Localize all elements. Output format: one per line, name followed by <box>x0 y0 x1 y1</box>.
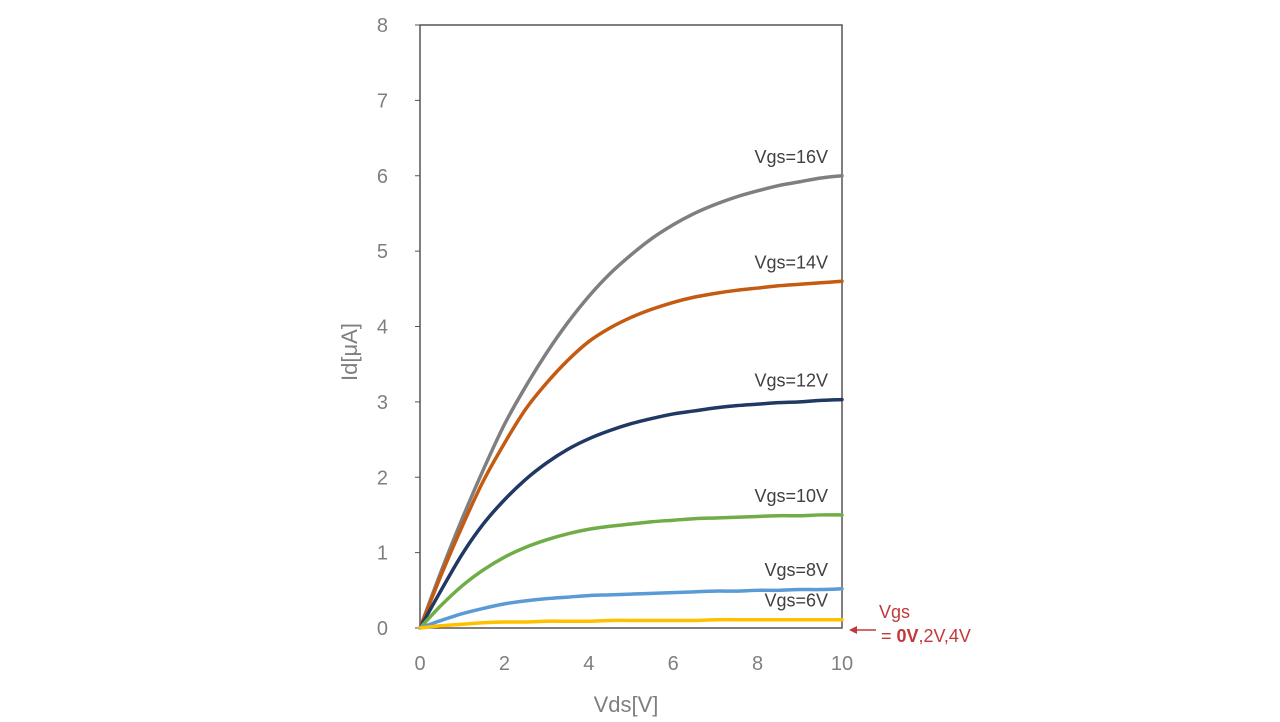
y-tick-label: 5 <box>377 241 388 263</box>
series-label: Vgs=10V <box>754 486 828 506</box>
series-label: Vgs=12V <box>754 371 828 391</box>
annotation-bold: 0V <box>897 626 919 646</box>
y-tick-label: 1 <box>377 543 388 565</box>
annotation-suffix: ,2V,4V <box>919 626 971 646</box>
y-axis-title: Id[μA] <box>337 323 362 381</box>
y-tick-label: 0 <box>377 618 388 640</box>
series-label: Vgs=16V <box>754 147 828 167</box>
x-axis-title: Vds[V] <box>594 692 659 717</box>
y-tick-label: 6 <box>377 166 388 188</box>
series-line <box>418 587 844 630</box>
x-tick-label: 6 <box>668 653 679 675</box>
y-tick-label: 3 <box>377 392 388 414</box>
series-line <box>418 174 844 630</box>
x-axis-ticks: 0 2 4 6 8 10 <box>414 653 853 675</box>
series-label: Vgs=14V <box>754 252 828 272</box>
annotation-arrowhead <box>849 626 857 634</box>
x-tick-label: 8 <box>752 653 763 675</box>
series-label: Vgs=8V <box>764 560 828 580</box>
series-line <box>418 279 844 630</box>
series-lines <box>418 174 844 630</box>
y-axis-ticks: 0 1 2 3 4 5 6 7 8 <box>377 15 420 640</box>
x-tick-label: 10 <box>831 653 853 675</box>
series-line <box>418 397 844 630</box>
annotation-values: = 0V,2V,4V <box>881 626 971 646</box>
y-tick-label: 7 <box>377 90 388 112</box>
plot-area <box>419 24 843 629</box>
series-line <box>418 513 844 630</box>
x-tick-label: 2 <box>499 653 510 675</box>
x-tick-label: 4 <box>583 653 594 675</box>
series-labels: Vgs=16V Vgs=14V Vgs=12V Vgs=10V Vgs=8V Vgs=6V <box>754 147 828 611</box>
y-tick-label: 2 <box>377 467 388 489</box>
series-label: Vgs=6V <box>764 591 828 611</box>
annotation-vgs: Vgs <box>879 602 910 622</box>
x-tick-label: 0 <box>414 653 425 675</box>
annotation-prefix: = <box>881 626 897 646</box>
y-tick-label: 4 <box>377 317 388 339</box>
y-tick-label: 8 <box>377 15 388 37</box>
annotation-group: Vgs = 0V,2V,4V <box>849 602 971 646</box>
series-line <box>418 617 844 630</box>
